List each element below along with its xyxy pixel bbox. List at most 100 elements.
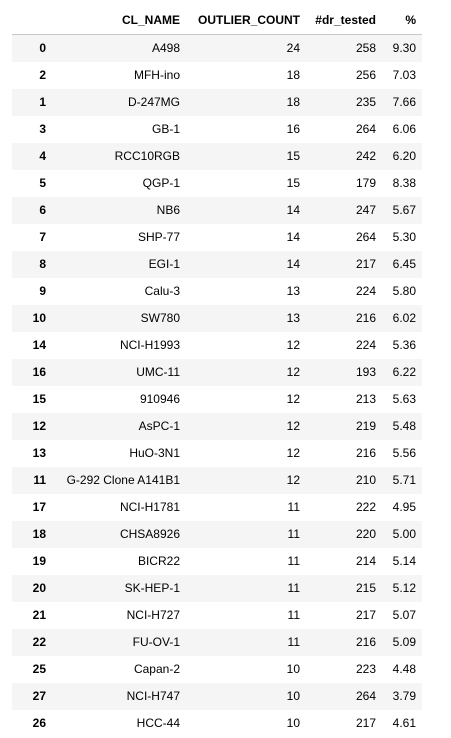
row-index: 27 bbox=[32, 689, 46, 703]
cell-percent: 4.48 bbox=[392, 662, 416, 676]
cell-cl-name: HuO-3N1 bbox=[129, 446, 180, 460]
cell-dr-tested: 179 bbox=[355, 176, 376, 190]
cell-percent: 6.22 bbox=[392, 365, 416, 379]
cell-cl-name: BICR22 bbox=[137, 554, 180, 568]
cell-outlier-count: 12 bbox=[286, 365, 300, 379]
cell-dr-tested: 224 bbox=[355, 284, 376, 298]
cell-dr-tested: 217 bbox=[355, 716, 376, 730]
table-row: 15 910946 12 213 5.63 bbox=[12, 386, 422, 413]
cell-outlier-count: 14 bbox=[286, 257, 300, 271]
row-index: 18 bbox=[32, 527, 46, 541]
cell-cl-name: NCI-H1781 bbox=[119, 500, 180, 514]
cell-dr-tested: 210 bbox=[355, 473, 376, 487]
cell-outlier-count: 15 bbox=[286, 176, 300, 190]
cell-cl-name: Calu-3 bbox=[144, 284, 180, 298]
cell-percent: 5.36 bbox=[392, 338, 416, 352]
cell-dr-tested: 220 bbox=[355, 527, 376, 541]
cell-percent: 5.00 bbox=[392, 527, 416, 541]
cell-dr-tested: 264 bbox=[355, 230, 376, 244]
cell-cl-name: G-292 Clone A141B1 bbox=[66, 473, 180, 487]
cell-percent: 5.14 bbox=[392, 554, 416, 568]
cell-percent: 7.66 bbox=[392, 95, 416, 109]
row-index: 15 bbox=[32, 392, 46, 406]
cell-dr-tested: 216 bbox=[355, 311, 376, 325]
table-row: 19 BICR22 11 214 5.14 bbox=[12, 548, 422, 575]
cell-cl-name: NCI-H727 bbox=[126, 608, 180, 622]
table-row: 6 NB6 14 247 5.67 bbox=[12, 197, 422, 224]
cell-outlier-count: 14 bbox=[286, 203, 300, 217]
row-index: 12 bbox=[32, 419, 46, 433]
cell-dr-tested: 217 bbox=[355, 608, 376, 622]
table-row: 1 D-247MG 18 235 7.66 bbox=[12, 89, 422, 116]
cell-cl-name: NCI-H747 bbox=[126, 689, 180, 703]
cell-outlier-count: 10 bbox=[286, 662, 300, 676]
cell-percent: 5.12 bbox=[392, 581, 416, 595]
table-row: 8 EGI-1 14 217 6.45 bbox=[12, 251, 422, 278]
row-index: 1 bbox=[39, 95, 46, 109]
table-row: 7 SHP-77 14 264 5.30 bbox=[12, 224, 422, 251]
header-row: CL_NAME OUTLIER_COUNT #dr_tested % bbox=[12, 6, 422, 35]
table-row: 0 A498 24 258 9.30 bbox=[12, 34, 422, 62]
cell-percent: 6.45 bbox=[392, 257, 416, 271]
row-index: 9 bbox=[39, 284, 46, 298]
table-row: 9 Calu-3 13 224 5.80 bbox=[12, 278, 422, 305]
row-index: 13 bbox=[32, 446, 46, 460]
column-header-cl-name: CL_NAME bbox=[52, 6, 186, 35]
cell-dr-tested: 222 bbox=[355, 500, 376, 514]
cell-percent: 4.61 bbox=[392, 716, 416, 730]
row-index: 10 bbox=[32, 311, 46, 325]
row-index: 3 bbox=[39, 122, 46, 136]
cell-percent: 5.09 bbox=[392, 635, 416, 649]
cell-outlier-count: 13 bbox=[286, 284, 300, 298]
cell-dr-tested: 193 bbox=[355, 365, 376, 379]
cell-cl-name: SK-HEP-1 bbox=[124, 581, 180, 595]
table-header: CL_NAME OUTLIER_COUNT #dr_tested % bbox=[12, 6, 422, 35]
cell-outlier-count: 13 bbox=[286, 311, 300, 325]
cell-outlier-count: 12 bbox=[286, 473, 300, 487]
row-index: 6 bbox=[39, 203, 46, 217]
cell-outlier-count: 12 bbox=[286, 392, 300, 406]
cell-cl-name: NCI-H1993 bbox=[119, 338, 180, 352]
cell-cl-name: SW780 bbox=[140, 311, 180, 325]
dataframe-table: CL_NAME OUTLIER_COUNT #dr_tested % 0 A498… bbox=[12, 6, 422, 737]
cell-outlier-count: 12 bbox=[286, 446, 300, 460]
cell-dr-tested: 258 bbox=[355, 41, 376, 55]
cell-dr-tested: 215 bbox=[355, 581, 376, 595]
cell-percent: 5.63 bbox=[392, 392, 416, 406]
table-row: 14 NCI-H1993 12 224 5.36 bbox=[12, 332, 422, 359]
column-header-percent: % bbox=[382, 6, 422, 35]
cell-dr-tested: 242 bbox=[355, 149, 376, 163]
cell-percent: 6.20 bbox=[392, 149, 416, 163]
cell-dr-tested: 264 bbox=[355, 689, 376, 703]
column-header-dr-tested: #dr_tested bbox=[306, 6, 382, 35]
table-row: 21 NCI-H727 11 217 5.07 bbox=[12, 602, 422, 629]
cell-outlier-count: 16 bbox=[286, 122, 300, 136]
cell-dr-tested: 216 bbox=[355, 635, 376, 649]
cell-dr-tested: 214 bbox=[355, 554, 376, 568]
row-index: 11 bbox=[33, 473, 46, 487]
row-index: 25 bbox=[32, 662, 46, 676]
cell-percent: 4.95 bbox=[392, 500, 416, 514]
cell-outlier-count: 24 bbox=[286, 41, 300, 55]
cell-outlier-count: 15 bbox=[286, 149, 300, 163]
cell-cl-name: D-247MG bbox=[127, 95, 180, 109]
cell-outlier-count: 10 bbox=[286, 689, 300, 703]
cell-outlier-count: 18 bbox=[286, 68, 300, 82]
table-body: 0 A498 24 258 9.30 2 MFH-ino 18 256 7.03 1 D-247MG 1… bbox=[12, 34, 422, 737]
row-index: 19 bbox=[32, 554, 46, 568]
cell-dr-tested: 235 bbox=[355, 95, 376, 109]
cell-percent: 5.48 bbox=[392, 419, 416, 433]
cell-outlier-count: 12 bbox=[286, 419, 300, 433]
cell-percent: 5.30 bbox=[392, 230, 416, 244]
table-row: 18 CHSA8926 11 220 5.00 bbox=[12, 521, 422, 548]
row-index: 14 bbox=[32, 338, 46, 352]
cell-dr-tested: 247 bbox=[355, 203, 376, 217]
table-row: 10 SW780 13 216 6.02 bbox=[12, 305, 422, 332]
cell-outlier-count: 11 bbox=[287, 608, 300, 622]
table-row: 5 QGP-1 15 179 8.38 bbox=[12, 170, 422, 197]
cell-percent: 5.67 bbox=[392, 203, 416, 217]
cell-percent: 5.07 bbox=[392, 608, 416, 622]
row-index: 7 bbox=[39, 230, 46, 244]
index-header bbox=[12, 6, 52, 35]
cell-cl-name: NB6 bbox=[156, 203, 180, 217]
